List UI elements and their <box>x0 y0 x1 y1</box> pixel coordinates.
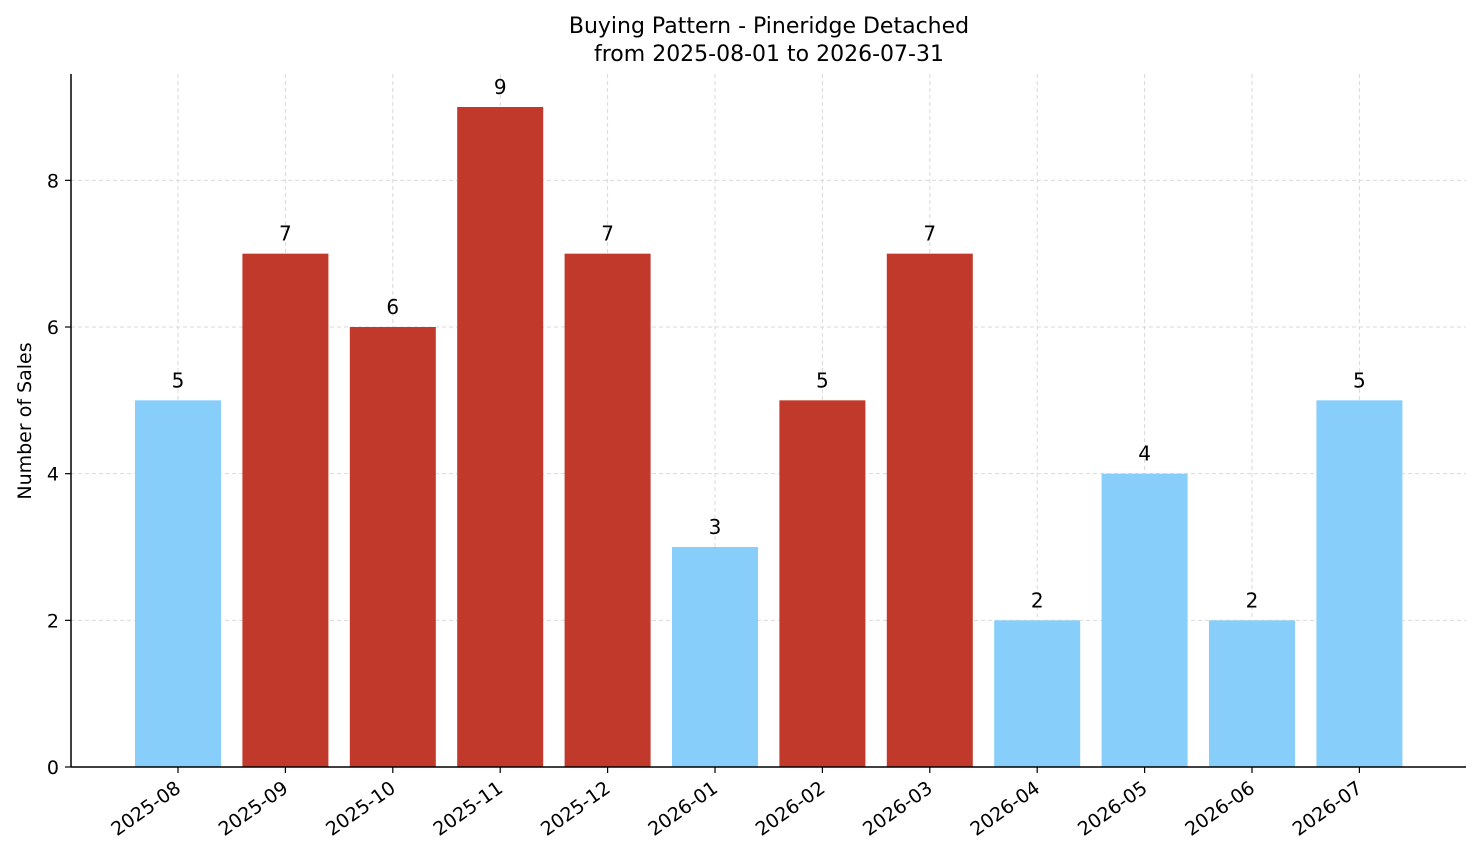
x-tick-label: 2026-04 <box>966 777 1044 841</box>
x-tick-label: 2026-03 <box>859 777 937 841</box>
bars <box>135 107 1403 767</box>
x-tick-label: 2026-06 <box>1181 777 1259 841</box>
x-tick-label: 2026-01 <box>644 777 722 841</box>
bar <box>242 253 329 767</box>
bar-value-label: 5 <box>1353 368 1366 392</box>
y-tick-label: 4 <box>47 464 59 486</box>
x-tick-label: 2025-11 <box>429 777 507 841</box>
y-axis-label: Number of Sales <box>14 342 36 499</box>
bar-value-label: 7 <box>923 222 936 246</box>
bar-value-label: 5 <box>816 368 829 392</box>
y-tick-label: 6 <box>47 317 59 339</box>
bar-value-label: 4 <box>1138 442 1151 466</box>
data-labels: 5 7 6 9 7 3 5 7 2 4 2 5 <box>172 75 1366 612</box>
x-tick-label: 2025-09 <box>215 777 293 841</box>
x-tick-label: 2025-08 <box>107 777 185 841</box>
bar <box>779 400 866 767</box>
bar <box>1209 620 1295 767</box>
bar-value-label: 6 <box>386 295 399 319</box>
x-tick-label: 2026-05 <box>1074 777 1152 841</box>
bar-value-label: 2 <box>1031 588 1044 612</box>
chart-title: Buying Pattern - Pineridge Detached <box>569 14 969 39</box>
chart-subtitle: from 2025-08-01 to 2026-07-31 <box>594 42 944 67</box>
bar-value-label: 5 <box>172 368 185 392</box>
bar <box>457 107 544 767</box>
x-tick-label: 2025-12 <box>537 777 615 841</box>
bar <box>994 620 1081 767</box>
bar <box>1101 473 1188 767</box>
bar-value-label: 9 <box>494 75 507 99</box>
bar <box>349 327 436 767</box>
bar <box>135 400 221 767</box>
bar <box>672 547 758 767</box>
bar-value-label: 3 <box>709 515 722 539</box>
bar-value-label: 7 <box>279 222 292 246</box>
y-tick-label: 2 <box>47 610 59 632</box>
bar <box>886 253 973 767</box>
y-tick-label: 0 <box>47 757 59 779</box>
x-tick-label: 2026-02 <box>752 777 830 841</box>
x-tick-label: 2026-07 <box>1289 777 1367 841</box>
bar-value-label: 2 <box>1246 588 1259 612</box>
x-tick-label: 2025-10 <box>322 777 400 841</box>
bar-value-label: 7 <box>601 222 614 246</box>
bar <box>1316 400 1403 767</box>
y-tick-label: 8 <box>47 170 59 192</box>
bar <box>564 253 651 767</box>
